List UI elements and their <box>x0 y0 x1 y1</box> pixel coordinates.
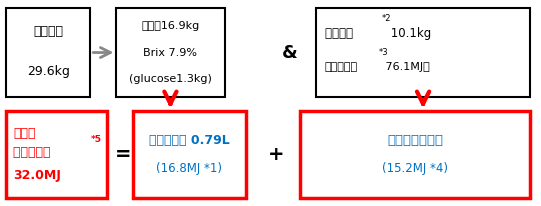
FancyBboxPatch shape <box>6 111 107 198</box>
Text: エタノール 0.79L: エタノール 0.79L <box>149 133 230 147</box>
Text: +: + <box>268 145 284 164</box>
Text: (16.8MJ *1): (16.8MJ *1) <box>156 162 222 176</box>
Text: *5: *5 <box>90 135 101 144</box>
Text: 29.6kg: 29.6kg <box>27 64 70 78</box>
Text: (glucose1.3kg): (glucose1.3kg) <box>129 74 212 84</box>
Text: Brix 7.9%: Brix 7.9% <box>143 48 197 57</box>
Text: 76.1MJ）: 76.1MJ） <box>382 62 430 72</box>
FancyBboxPatch shape <box>6 8 90 97</box>
FancyBboxPatch shape <box>300 111 530 198</box>
Text: 32.0MJ: 32.0MJ <box>13 169 61 182</box>
Text: 残渣の作用熱量: 残渣の作用熱量 <box>387 133 443 147</box>
Text: *3: *3 <box>379 48 388 57</box>
Text: (15.2MJ *4): (15.2MJ *4) <box>382 162 448 176</box>
Text: =: = <box>115 145 131 164</box>
FancyBboxPatch shape <box>316 8 530 97</box>
Text: 全産生: 全産生 <box>13 127 36 140</box>
Text: 10.1kg: 10.1kg <box>387 27 431 41</box>
FancyBboxPatch shape <box>116 8 225 97</box>
Text: 搾汁残渣: 搾汁残渣 <box>325 27 357 41</box>
Text: 搾汁液16.9kg: 搾汁液16.9kg <box>141 21 200 31</box>
Text: エネルギー: エネルギー <box>13 146 55 159</box>
FancyBboxPatch shape <box>133 111 246 198</box>
Text: 幹チップ: 幹チップ <box>34 25 63 39</box>
Text: &: & <box>281 43 298 62</box>
Text: *2: *2 <box>381 14 391 23</box>
Text: （最大熱量: （最大熱量 <box>325 62 358 72</box>
